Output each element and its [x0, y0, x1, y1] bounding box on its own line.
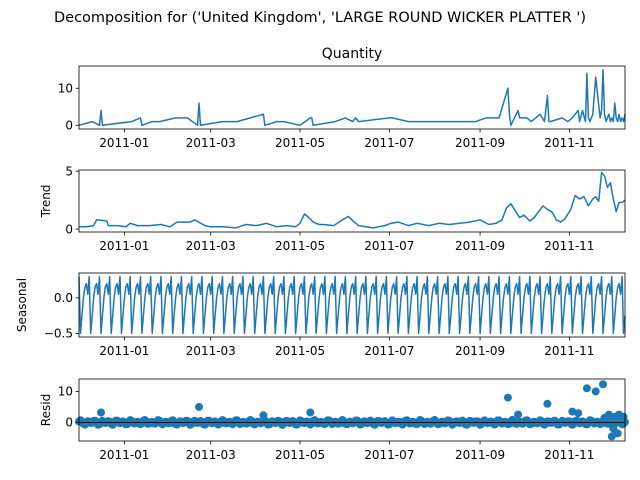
- panel-title: Quantity: [322, 46, 383, 62]
- y-tick-label: 0.0: [54, 291, 73, 305]
- x-tick-label: 2011-05: [275, 344, 325, 358]
- resid-point: [306, 408, 315, 417]
- x-tick-label: 2011-05: [275, 136, 325, 150]
- y-tick-label: 0: [65, 222, 73, 236]
- panel-2: 2011-01 2011-03 2011-05 2011-07 2011-09 2011-…: [39, 164, 626, 253]
- resid-point: [514, 410, 523, 419]
- resid-point: [607, 432, 616, 441]
- resid-point: [503, 393, 512, 402]
- y-tick-label: 5: [65, 164, 73, 178]
- x-tick-label: 2011-01: [99, 136, 149, 150]
- x-tick-label: 2011-05: [275, 448, 325, 462]
- x-tick-label: 2011-01: [99, 448, 149, 462]
- panel-3: 2011-01 2011-03 2011-05 2011-07 2011-09 2011-…: [15, 272, 626, 358]
- figure-suptitle: Decomposition for ('United Kingdom', 'LA…: [54, 10, 586, 26]
- panel-4: 2011-01 2011-03 2011-05 2011-07 2011-09 2011-…: [39, 378, 629, 462]
- series-line: [78, 68, 626, 127]
- y-axis-label: Trend: [39, 185, 53, 219]
- y-tick-label: 10: [58, 385, 73, 399]
- resid-point: [574, 409, 583, 418]
- axes-frame: [78, 272, 626, 338]
- y-tick-label: 0: [65, 416, 73, 430]
- y-tick-label: 10: [58, 82, 73, 96]
- resid-point: [613, 429, 622, 438]
- x-tick-label: 2011-03: [186, 344, 236, 358]
- x-tick-label: 2011-05: [275, 239, 325, 253]
- x-tick-label: 2011-07: [364, 344, 414, 358]
- x-tick-label: 2011-07: [364, 239, 414, 253]
- y-tick-label: −0.5: [44, 327, 73, 341]
- x-tick-label: 2011-03: [186, 448, 236, 462]
- x-tick-label: 2011-03: [186, 136, 236, 150]
- panel-1: 2011-01 2011-03 2011-05 2011-07 2011-09 2011-…: [58, 46, 626, 150]
- x-tick-label: 2011-07: [364, 448, 414, 462]
- resid-point: [543, 399, 552, 408]
- resid-point: [591, 387, 600, 396]
- resid-point: [582, 384, 591, 393]
- resid-point: [97, 408, 105, 417]
- axes-frame: [78, 65, 626, 130]
- x-tick-label: 2011-01: [99, 344, 149, 358]
- y-axis-label: Seasonal: [15, 278, 29, 332]
- resid-point: [619, 412, 628, 421]
- resid-point: [259, 411, 268, 420]
- series-line: [79, 171, 626, 229]
- x-tick-label: 2011-09: [455, 448, 505, 462]
- x-tick-label: 2011-07: [364, 136, 414, 150]
- resid-point: [195, 402, 203, 411]
- resid-point: [599, 380, 607, 389]
- x-tick-label: 2011-11: [544, 448, 594, 462]
- x-tick-label: 2011-09: [455, 344, 505, 358]
- x-tick-label: 2011-09: [455, 136, 505, 150]
- x-tick-label: 2011-01: [99, 239, 149, 253]
- seasonal-line: [78, 275, 626, 335]
- axes-frame: [78, 169, 626, 233]
- y-tick-label: 0: [65, 119, 73, 133]
- x-tick-label: 2011-11: [544, 136, 594, 150]
- y-axis-label: Resid: [39, 394, 53, 426]
- x-tick-label: 2011-11: [544, 344, 594, 358]
- axes-frame: [78, 378, 626, 442]
- x-tick-label: 2011-03: [186, 239, 236, 253]
- x-tick-label: 2011-11: [544, 239, 594, 253]
- x-tick-label: 2011-09: [455, 239, 505, 253]
